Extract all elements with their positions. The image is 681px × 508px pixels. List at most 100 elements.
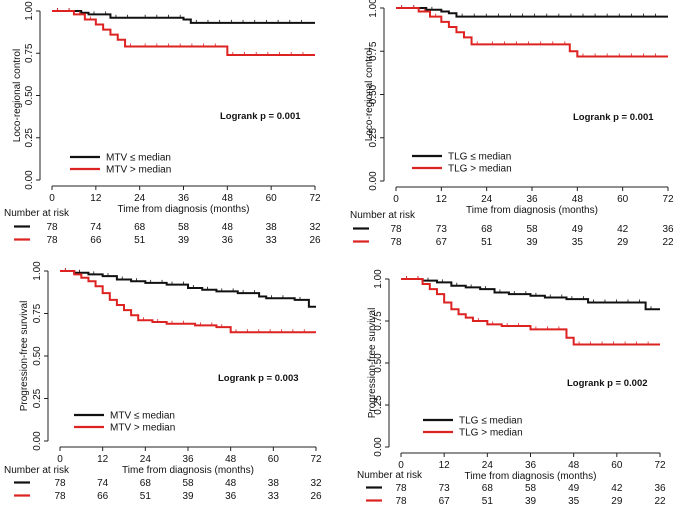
risk-table-title: Number at risk [357, 470, 423, 481]
km-panel-1: 0 12 24 36 48 60 72 Time from diagnosis (months… [4, 1, 321, 246]
risk-table-title: Number at risk [350, 210, 416, 221]
risk-count: 51 [134, 235, 146, 246]
risk-count: 36 [225, 491, 237, 502]
y-tick-label: 0.00 [32, 431, 43, 451]
risk-count: 22 [654, 496, 666, 507]
y-tick-label: 1.00 [24, 1, 35, 21]
y-axis-label: Progression-free survival [19, 301, 30, 412]
x-tick-label: 12 [436, 194, 448, 205]
x-tick-label: 36 [525, 460, 537, 471]
risk-count: 35 [568, 496, 580, 507]
legend-label: MTV > median [110, 423, 175, 434]
risk-count: 78 [395, 496, 407, 507]
x-tick-label: 0 [398, 460, 404, 471]
y-tick-label: 0.50 [368, 84, 379, 104]
risk-count: 74 [97, 478, 109, 489]
x-axis-label: Time from diagnosis (months) [122, 465, 254, 476]
risk-count: 39 [525, 496, 537, 507]
risk-count: 58 [526, 224, 538, 235]
series-line-high [401, 278, 660, 346]
y-tick-label: 0.50 [32, 346, 43, 366]
x-tick-label: 60 [617, 194, 629, 205]
y-tick-label: 0.00 [373, 437, 384, 457]
x-tick-label: 48 [225, 454, 237, 465]
x-tick-label: 0 [49, 193, 55, 204]
x-tick-label: 72 [654, 460, 666, 471]
risk-count: 36 [654, 483, 666, 494]
risk-count: 29 [617, 237, 629, 248]
x-axis-label: Time from diagnosis (months) [466, 205, 598, 216]
legend-label: MTV ≤ median [106, 153, 171, 164]
risk-count: 26 [310, 491, 322, 502]
x-tick-label: 36 [526, 194, 538, 205]
x-tick-label: 12 [90, 193, 102, 204]
risk-count: 33 [268, 491, 280, 502]
risk-count: 78 [390, 224, 402, 235]
series-line-high [396, 7, 668, 58]
legend-label: TLG > median [459, 428, 523, 439]
risk-count: 29 [611, 496, 623, 507]
x-tick-label: 36 [182, 454, 194, 465]
risk-count: 67 [439, 496, 451, 507]
risk-count: 78 [54, 491, 66, 502]
risk-count: 67 [436, 237, 448, 248]
risk-count: 49 [568, 483, 580, 494]
x-tick-label: 72 [310, 454, 322, 465]
risk-count: 33 [266, 235, 278, 246]
logrank-pvalue: Logrank p = 0.003 [218, 373, 299, 384]
km-panel-3: 0 12 24 36 48 60 72 Time from diagnosis (months… [4, 261, 322, 502]
x-tick-label: 0 [57, 454, 63, 465]
x-axis-label: Time from diagnosis (months) [465, 471, 597, 482]
km-panel-2: 0 12 24 36 48 60 72 Time from diagnosis (months… [350, 0, 674, 248]
x-tick-label: 72 [309, 193, 321, 204]
risk-count: 48 [225, 478, 237, 489]
y-tick-label: 1.00 [373, 269, 384, 289]
risk-count: 78 [390, 237, 402, 248]
risk-count: 78 [54, 478, 66, 489]
y-tick-label: 0.00 [24, 170, 35, 190]
x-tick-label: 36 [178, 193, 190, 204]
risk-count: 51 [481, 237, 493, 248]
risk-count: 66 [90, 235, 102, 246]
y-tick-label: 0.75 [373, 311, 384, 331]
series-line-low [52, 10, 315, 24]
risk-count: 48 [222, 222, 234, 233]
x-tick-label: 24 [140, 454, 152, 465]
y-tick-label: 0.75 [24, 43, 35, 63]
legend-label: TLG > median [448, 164, 512, 175]
risk-table-title: Number at risk [4, 465, 70, 476]
risk-count: 38 [266, 222, 278, 233]
risk-table-title: Number at risk [4, 208, 70, 219]
x-tick-label: 60 [268, 454, 280, 465]
risk-count: 49 [572, 224, 584, 235]
risk-count: 73 [436, 224, 448, 235]
y-tick-label: 0.25 [24, 128, 35, 148]
risk-count: 68 [134, 222, 146, 233]
y-tick-label: 0.75 [32, 303, 43, 323]
legend-label: TLG ≤ median [448, 152, 511, 163]
x-tick-label: 24 [134, 193, 146, 204]
risk-count: 78 [46, 235, 58, 246]
risk-count: 51 [140, 491, 152, 502]
risk-count: 51 [482, 496, 494, 507]
series-line-low [401, 278, 660, 311]
x-tick-label: 12 [97, 454, 109, 465]
legend-label: TLG ≤ median [459, 416, 522, 427]
series-line-low [396, 7, 668, 18]
risk-count: 78 [46, 222, 58, 233]
risk-count: 42 [611, 483, 623, 494]
risk-count: 32 [309, 222, 321, 233]
risk-count: 42 [617, 224, 629, 235]
series-line-high [60, 270, 316, 334]
legend-label: MTV > median [106, 165, 171, 176]
risk-count: 58 [178, 222, 190, 233]
y-tick-label: 0.25 [373, 395, 384, 415]
x-tick-label: 60 [611, 460, 623, 471]
series-line-low [60, 270, 316, 308]
risk-count: 66 [97, 491, 109, 502]
risk-count: 39 [178, 235, 190, 246]
y-axis-label: Loco-regional control [364, 48, 375, 141]
risk-count: 32 [310, 478, 322, 489]
y-tick-label: 1.00 [368, 0, 379, 18]
